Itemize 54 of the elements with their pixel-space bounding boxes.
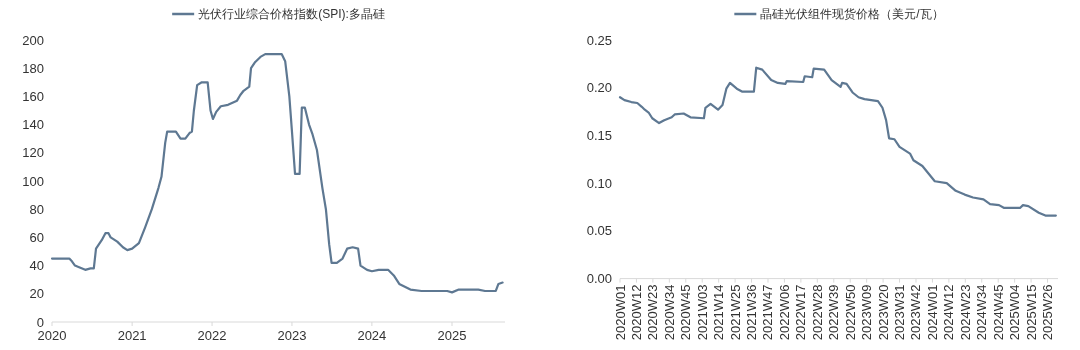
y-tick-label: 200 — [22, 32, 44, 48]
x-tick-label: 2021W14 — [711, 284, 727, 341]
x-tick-label: 2024 — [357, 328, 387, 343]
x-tick-label: 2024W23 — [957, 284, 973, 341]
x-tick-label: 2024W45 — [990, 284, 1006, 341]
x-tick-label: 2025W26 — [1040, 284, 1056, 341]
x-tick-label: 2021W47 — [760, 284, 776, 341]
x-tick-label: 2022W28 — [809, 284, 825, 341]
y-tick-label: 100 — [22, 173, 44, 189]
y-tick-label: 180 — [22, 60, 44, 76]
x-tick-label: 2022W39 — [826, 284, 842, 341]
x-tick-label: 2023W31 — [892, 284, 908, 341]
x-tick-label: 2024W12 — [941, 284, 957, 341]
y-tick-label: 60 — [29, 229, 44, 245]
y-tick-label: 0.10 — [586, 175, 612, 191]
x-tick-label: 2024W34 — [974, 284, 990, 341]
y-tick-label: 0.15 — [586, 127, 612, 143]
legend-label: 晶硅光伏组件现货价格（美元/瓦） — [760, 7, 944, 21]
x-tick-label: 2020W12 — [628, 284, 644, 341]
x-tick-label: 2021 — [117, 328, 147, 343]
x-tick-label: 2025W15 — [1023, 284, 1039, 341]
y-tick-label: 0.25 — [586, 32, 612, 48]
x-tick-label: 2022 — [197, 328, 227, 343]
line-series — [618, 66, 1057, 217]
x-tick-label: 2023 — [277, 328, 307, 343]
x-tick-label: 2023W09 — [859, 284, 875, 341]
x-tick-label: 2022W06 — [776, 284, 792, 341]
x-tick-label: 2025 — [437, 328, 467, 343]
y-tick-label: 40 — [29, 258, 44, 274]
y-tick-label: 0.00 — [586, 271, 612, 287]
y-tick-label: 140 — [22, 117, 44, 133]
x-tick-label: 2021W03 — [694, 284, 710, 341]
x-tick-label: 2021W25 — [727, 284, 743, 341]
x-tick-label: 2022W17 — [793, 284, 809, 341]
x-tick-label: 2021W36 — [744, 284, 760, 341]
y-tick-label: 80 — [29, 201, 44, 217]
x-tick-label: 2020 — [37, 328, 67, 343]
y-tick-label: 0.05 — [586, 223, 612, 239]
x-tick-label: 2020W23 — [645, 284, 661, 341]
x-tick-label: 2020W45 — [678, 284, 694, 341]
line-series — [50, 53, 504, 294]
x-tick-label: 2024W01 — [924, 284, 940, 341]
x-tick-label: 2023W20 — [875, 284, 891, 341]
x-tick-label: 2020W34 — [661, 284, 677, 341]
y-tick-label: 20 — [29, 286, 44, 302]
x-tick-label: 2023W42 — [908, 284, 924, 341]
y-tick-label: 0.20 — [586, 80, 612, 96]
x-tick-label: 2022W50 — [842, 284, 858, 341]
legend-label: 光伏行业综合价格指数(SPI):多晶硅 — [198, 7, 385, 21]
y-tick-label: 160 — [22, 88, 44, 104]
y-tick-label: 120 — [22, 145, 44, 161]
x-tick-label: 2025W04 — [1007, 284, 1023, 341]
x-tick-label: 2020W01 — [612, 284, 628, 341]
y-tick-label: 0 — [36, 314, 44, 330]
